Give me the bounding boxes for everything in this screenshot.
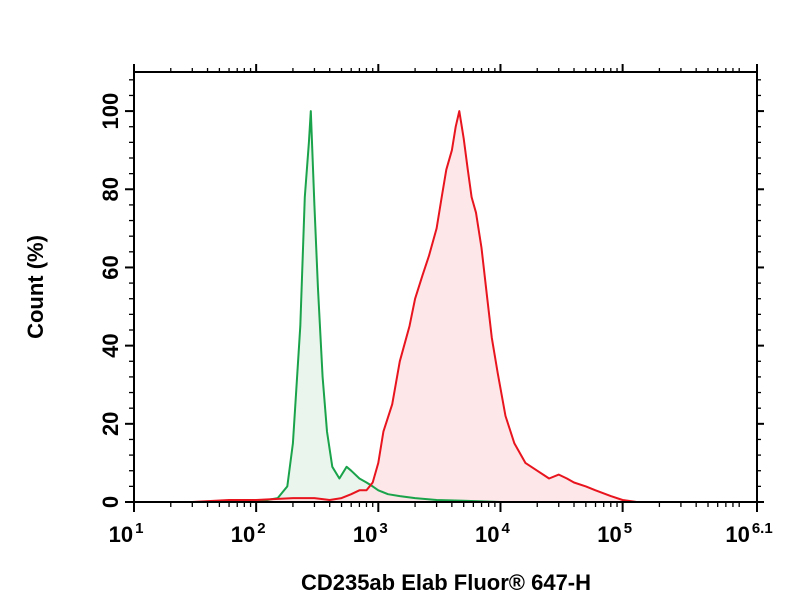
x-tick-label: 10 3 bbox=[353, 520, 388, 547]
y-tick-label: 80 bbox=[98, 177, 123, 201]
labels-layer: 10 1 10 2 10 3 10 4 10 5 10 6.1 0 20 40 60 80 100 bbox=[98, 93, 773, 547]
y-tick-label: 40 bbox=[98, 333, 123, 357]
axes-layer bbox=[125, 64, 764, 512]
y-tick-label: 20 bbox=[98, 412, 123, 436]
series-1-line bbox=[192, 110, 637, 503]
x-tick-label: 10 6.1 bbox=[725, 520, 772, 547]
x-axis-title: CD235ab Elab Fluor® 647-H bbox=[301, 570, 591, 595]
x-tick-label: 10 2 bbox=[231, 520, 266, 547]
y-tick-label: 60 bbox=[98, 255, 123, 279]
series-0-fill bbox=[256, 111, 501, 502]
plot-frame bbox=[133, 71, 758, 503]
y-tick-label: 100 bbox=[98, 93, 123, 130]
series-0-line bbox=[256, 110, 501, 503]
y-axis-title: Count (%) bbox=[23, 235, 48, 339]
x-tick-label: 10 1 bbox=[109, 520, 144, 547]
x-tick-label: 10 4 bbox=[475, 520, 510, 547]
series-layer bbox=[192, 110, 637, 503]
y-tick-label: 0 bbox=[98, 496, 123, 508]
x-tick-label: 10 5 bbox=[597, 520, 632, 547]
